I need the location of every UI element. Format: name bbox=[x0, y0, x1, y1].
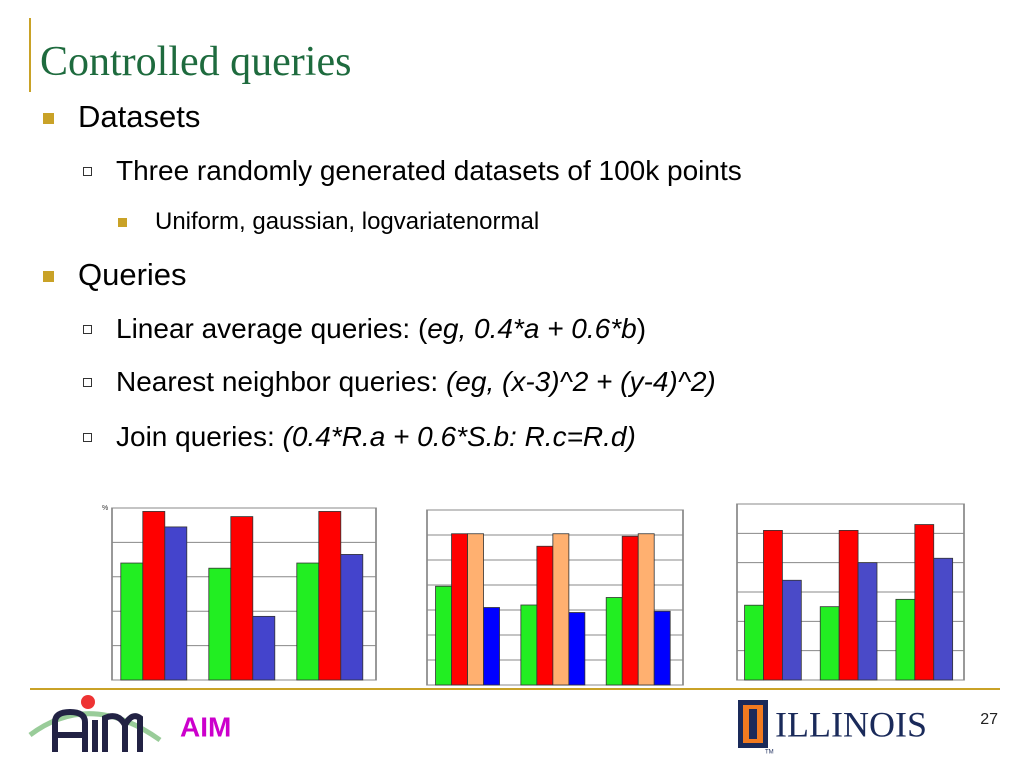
bar-chart bbox=[426, 509, 684, 686]
illinois-logo bbox=[738, 700, 768, 748]
page-number: 27 bbox=[980, 711, 998, 728]
bar bbox=[208, 567, 232, 681]
bar bbox=[637, 533, 655, 686]
bar bbox=[296, 562, 320, 681]
bar-chart bbox=[736, 503, 965, 681]
bar bbox=[782, 579, 802, 681]
bullet-main: Join queries: bbox=[116, 421, 283, 453]
slide-title: Controlled queries bbox=[40, 39, 352, 85]
bullet-main: Queries bbox=[78, 257, 187, 293]
bullet-text: Nearest neighbor queries: (eg, (x-3)^2 +… bbox=[116, 366, 716, 398]
bar bbox=[318, 511, 342, 681]
bar bbox=[164, 526, 188, 681]
bullet-text: Join queries: (0.4*R.a + 0.6*S.b: R.c=R.… bbox=[116, 421, 636, 453]
bar bbox=[340, 554, 364, 681]
bar bbox=[895, 598, 916, 681]
bar bbox=[467, 533, 484, 686]
bullet-emphasis: eg, 0.4*a + 0.6*b bbox=[427, 313, 637, 345]
bar bbox=[819, 606, 840, 681]
bar bbox=[933, 557, 954, 681]
bullet-marker bbox=[83, 167, 92, 176]
bullet-text: Uniform, gaussian, logvariatenormal bbox=[155, 208, 539, 236]
bar bbox=[252, 615, 276, 681]
bar bbox=[653, 610, 671, 686]
bar bbox=[763, 530, 783, 681]
y-axis-label: % bbox=[102, 505, 108, 512]
bar bbox=[621, 535, 639, 686]
logo-text: ILLINOIS bbox=[775, 704, 927, 744]
bullet-main: Three randomly generated datasets of 100… bbox=[116, 155, 742, 187]
bullet-main: Datasets bbox=[78, 99, 201, 135]
bullet-text: Linear average queries: (eg, 0.4*a + 0.6… bbox=[116, 313, 646, 345]
bullet-emphasis: (eg, (x-3)^2 + (y-4)^2) bbox=[445, 366, 716, 398]
bar bbox=[120, 562, 144, 681]
bar bbox=[230, 516, 254, 681]
bar bbox=[568, 612, 586, 686]
bullet-main: Nearest neighbor queries: bbox=[116, 366, 446, 398]
bar-chart: % bbox=[102, 505, 377, 681]
bullet-marker bbox=[83, 433, 92, 442]
bar bbox=[744, 604, 764, 681]
bar bbox=[435, 585, 452, 686]
bullet-marker bbox=[43, 112, 54, 124]
trademark: TM bbox=[765, 750, 774, 756]
bullet-text: Datasets bbox=[78, 99, 200, 135]
bullet-marker bbox=[43, 270, 54, 282]
bar bbox=[142, 511, 166, 681]
bar bbox=[483, 607, 500, 686]
bullet-after: ) bbox=[636, 313, 647, 345]
bullet-main: Linear average queries: ( bbox=[116, 313, 428, 345]
bar bbox=[838, 530, 859, 681]
bar bbox=[914, 524, 935, 681]
bullet-main: Uniform, gaussian, logvariatenormal bbox=[155, 207, 540, 235]
bar bbox=[857, 562, 878, 681]
bullet-text: Queries bbox=[78, 257, 187, 293]
bar bbox=[605, 597, 623, 686]
bar bbox=[552, 533, 570, 686]
bullet-marker bbox=[118, 217, 127, 227]
bullet-text: Three randomly generated datasets of 100… bbox=[116, 155, 742, 187]
footer-label: AIM bbox=[180, 711, 231, 742]
aim-logo bbox=[28, 695, 162, 752]
bullet-marker bbox=[83, 378, 92, 387]
bullet-emphasis: (0.4*R.a + 0.6*S.b: R.c=R.d) bbox=[282, 421, 636, 453]
bar bbox=[451, 533, 468, 686]
bar bbox=[520, 604, 538, 686]
bar bbox=[536, 545, 554, 686]
bullet-marker bbox=[83, 325, 92, 334]
